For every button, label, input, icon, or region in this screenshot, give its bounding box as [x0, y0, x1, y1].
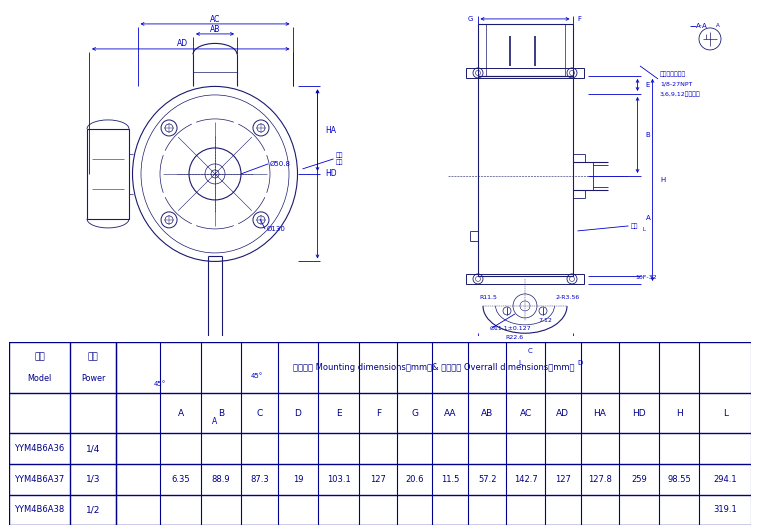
- Text: AB: AB: [209, 25, 220, 34]
- Text: 87.3: 87.3: [250, 475, 269, 484]
- Text: C: C: [256, 409, 263, 418]
- Text: 型号: 型号: [34, 352, 45, 361]
- Text: AC: AC: [209, 15, 220, 24]
- Text: 油封: 油封: [631, 223, 638, 229]
- Text: 142.7: 142.7: [514, 475, 537, 484]
- Text: E: E: [336, 409, 342, 418]
- Bar: [87, 129, 129, 219]
- Text: H: H: [660, 177, 666, 183]
- Text: 1/3: 1/3: [86, 475, 100, 484]
- Text: AC: AC: [520, 409, 532, 418]
- Text: F: F: [578, 16, 581, 22]
- Text: 294.1: 294.1: [713, 475, 737, 484]
- Text: 57.2: 57.2: [478, 475, 496, 484]
- Text: A: A: [213, 417, 218, 426]
- Text: 1/4: 1/4: [86, 444, 100, 453]
- Bar: [477, 24, 572, 76]
- Text: 319.1: 319.1: [713, 505, 737, 514]
- Text: HD: HD: [632, 409, 646, 418]
- Text: 7.12: 7.12: [538, 319, 552, 323]
- Text: L: L: [723, 409, 728, 418]
- Text: B: B: [218, 409, 224, 418]
- Bar: [477, 76, 572, 276]
- Text: YYM4B6A38: YYM4B6A38: [14, 505, 65, 514]
- Text: 45°: 45°: [251, 374, 263, 379]
- Text: A: A: [645, 215, 650, 221]
- Text: L: L: [518, 360, 522, 366]
- Text: 20.6: 20.6: [405, 475, 424, 484]
- Text: 10F-32: 10F-32: [635, 276, 657, 280]
- Text: YYM4B6A37: YYM4B6A37: [14, 475, 65, 484]
- Text: 19: 19: [293, 475, 303, 484]
- Text: 1/8-27NPT: 1/8-27NPT: [660, 82, 692, 86]
- Text: G: G: [411, 409, 418, 418]
- Text: Ø130: Ø130: [267, 226, 286, 232]
- Text: Ø11.1±0.127: Ø11.1±0.127: [490, 325, 531, 330]
- Text: 1/2: 1/2: [86, 505, 100, 514]
- Text: 259: 259: [631, 475, 647, 484]
- Text: 127: 127: [370, 475, 386, 484]
- Text: R11.5: R11.5: [479, 295, 497, 301]
- Text: G: G: [467, 16, 473, 22]
- Text: D: D: [294, 409, 301, 418]
- Text: AD: AD: [177, 39, 187, 48]
- Bar: [466, 274, 584, 284]
- Text: 锥型圆水孔螺钉: 锥型圆水孔螺钉: [660, 71, 686, 77]
- Text: Power: Power: [80, 374, 106, 383]
- Text: 127.8: 127.8: [588, 475, 612, 484]
- Text: Model: Model: [27, 374, 52, 383]
- Text: 98.55: 98.55: [667, 475, 691, 484]
- Text: 11.5: 11.5: [441, 475, 459, 484]
- Text: 2-R3.56: 2-R3.56: [555, 295, 579, 301]
- Text: C: C: [528, 348, 532, 354]
- Text: E: E: [645, 82, 650, 88]
- Text: B: B: [645, 132, 650, 138]
- Text: Ø50.8: Ø50.8: [270, 161, 291, 167]
- Text: D: D: [578, 360, 583, 366]
- Text: H: H: [676, 409, 683, 418]
- Text: 6.35: 6.35: [172, 475, 190, 484]
- Text: 88.9: 88.9: [212, 475, 230, 484]
- Text: 粗糙
激光: 粗糙 激光: [335, 153, 343, 165]
- Text: 103.1: 103.1: [327, 475, 351, 484]
- Text: AD: AD: [556, 409, 569, 418]
- Text: 45°: 45°: [154, 382, 166, 387]
- Text: L: L: [643, 227, 645, 233]
- Text: A·A: A·A: [696, 23, 707, 29]
- Text: YYM4B6A36: YYM4B6A36: [14, 444, 65, 453]
- Text: HA: HA: [326, 126, 336, 135]
- Text: 127: 127: [555, 475, 571, 484]
- Text: A: A: [178, 409, 184, 418]
- Text: HA: HA: [594, 409, 606, 418]
- Text: 3,6,9,12点钟位置: 3,6,9,12点钟位置: [660, 91, 701, 96]
- Text: A: A: [716, 23, 720, 29]
- Text: HD: HD: [326, 170, 337, 179]
- Text: AA: AA: [444, 409, 456, 418]
- Text: F: F: [376, 409, 381, 418]
- Text: AB: AB: [481, 409, 493, 418]
- Text: R22.6: R22.6: [505, 335, 523, 340]
- Bar: [466, 68, 584, 78]
- Text: 安装尺寸 Mounting dimensions（mm）& 外形尺寸 Overrall dimensions（mm）: 安装尺寸 Mounting dimensions（mm）& 外形尺寸 Overr…: [293, 363, 575, 372]
- Text: 功率: 功率: [87, 352, 99, 361]
